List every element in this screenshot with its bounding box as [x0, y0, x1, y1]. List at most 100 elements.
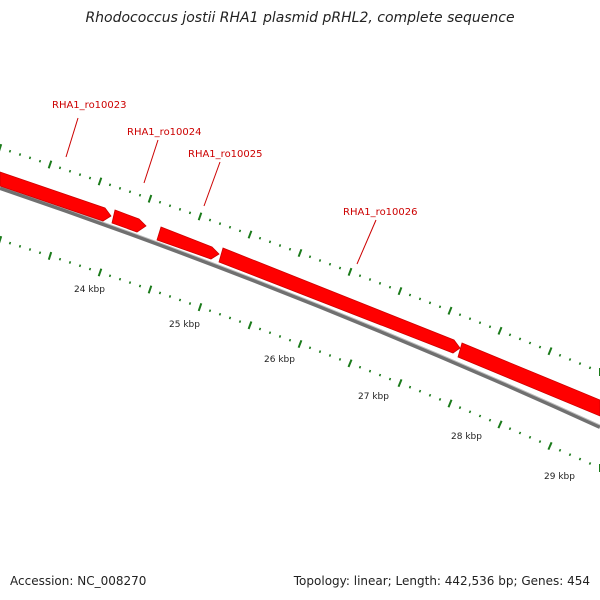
outer-minor-tick [508, 333, 512, 337]
callout-line-RHA1_ro10024 [143, 139, 159, 184]
gene-label-RHA1_ro10024[interactable]: RHA1_ro10024 [127, 127, 202, 138]
gene-arrow-RHA1_ro10024[interactable] [111, 209, 147, 233]
inner-minor-tick [388, 377, 392, 381]
outer-minor-tick [258, 236, 262, 240]
inner-minor-tick [278, 335, 282, 338]
outer-major-tick [197, 212, 203, 221]
outer-minor-tick [378, 281, 382, 285]
outer-minor-tick [388, 285, 392, 289]
outer-tick-track [0, 143, 600, 376]
outer-major-tick [97, 177, 103, 186]
scale-label-29kbp: 29 kbp [544, 472, 575, 482]
outer-minor-tick [108, 183, 112, 187]
inner-minor-tick [478, 414, 482, 418]
gene-arrow-RHA1_ro10023[interactable] [0, 171, 112, 222]
outer-minor-tick [278, 244, 282, 247]
scale-label-28kbp: 28 kbp [451, 432, 482, 442]
outer-major-tick [147, 194, 153, 203]
outer-minor-tick [228, 225, 232, 229]
gene-label-RHA1_ro10025[interactable]: RHA1_ro10025 [188, 149, 263, 160]
inner-major-tick [197, 302, 203, 312]
outer-minor-tick [58, 166, 62, 170]
outer-minor-tick [408, 293, 412, 297]
outer-major-tick [247, 230, 253, 239]
outer-minor-tick [458, 313, 462, 317]
inner-minor-tick [68, 261, 72, 264]
inner-minor-tick [588, 462, 592, 465]
inner-minor-tick [378, 373, 382, 377]
inner-major-tick [47, 251, 53, 261]
outer-minor-tick [478, 321, 482, 325]
inner-tick-track [0, 235, 600, 472]
outer-major-tick [447, 306, 453, 315]
outer-minor-tick [328, 262, 332, 266]
outer-major-tick [347, 267, 353, 276]
outer-minor-tick [288, 247, 292, 251]
inner-minor-tick [538, 440, 542, 444]
outer-major-tick [47, 160, 53, 169]
inner-minor-tick [18, 244, 22, 248]
outer-minor-tick [138, 193, 142, 197]
inner-minor-tick [108, 274, 112, 278]
gene-callouts [65, 117, 377, 265]
outer-minor-tick [488, 325, 492, 329]
gene-label-RHA1_ro10023[interactable]: RHA1_ro10023 [52, 100, 127, 111]
inner-minor-tick [418, 389, 422, 393]
outer-minor-tick [568, 358, 572, 361]
inner-minor-tick [38, 251, 42, 255]
inner-minor-tick [168, 295, 172, 298]
inner-minor-tick [238, 320, 242, 323]
inner-minor-tick [468, 410, 472, 414]
scale-labels: 24 kbp 25 kbp 26 kbp 27 kbp 28 kbp 29 kb… [74, 285, 575, 482]
outer-minor-tick [358, 274, 362, 278]
gene-track [0, 171, 600, 417]
inner-major-tick [97, 268, 103, 277]
inner-minor-tick [368, 369, 372, 373]
inner-minor-tick [258, 327, 262, 331]
inner-major-tick [0, 235, 3, 244]
gene-label-RHA1_ro10026[interactable]: RHA1_ro10026 [343, 207, 418, 218]
inner-minor-tick [218, 312, 222, 316]
inner-minor-tick [558, 448, 562, 452]
inner-minor-tick [8, 241, 12, 245]
sequence-backbone-highlight [0, 185, 600, 426]
inner-major-tick [447, 399, 453, 408]
inner-minor-tick [358, 365, 362, 369]
inner-major-tick [147, 285, 153, 294]
outer-minor-tick [68, 169, 72, 173]
outer-minor-tick [18, 153, 22, 156]
outer-minor-tick [578, 362, 582, 366]
inner-major-tick [497, 420, 503, 429]
gene-arrow-RHA1_ro10027[interactable] [457, 342, 600, 417]
gene-arrow-RHA1_ro10026[interactable] [218, 247, 461, 354]
inner-minor-tick [408, 385, 412, 389]
outer-minor-tick [268, 240, 272, 244]
outer-major-tick [497, 326, 503, 335]
inner-minor-tick [578, 457, 582, 461]
outer-minor-tick [588, 366, 592, 370]
inner-major-tick [397, 379, 403, 388]
map-title: Rhodococcus jostii RHA1 plasmid pRHL2, c… [85, 10, 514, 26]
inner-minor-tick [568, 453, 572, 457]
outer-minor-tick [238, 229, 242, 233]
gene-labels: RHA1_ro10023 RHA1_ro10024 RHA1_ro10025 R… [52, 100, 418, 218]
gene-arrow-RHA1_ro10025[interactable] [156, 226, 220, 260]
outer-minor-tick [438, 305, 442, 309]
callout-line-RHA1_ro10023 [65, 117, 79, 158]
outer-minor-tick [78, 173, 82, 177]
inner-minor-tick [338, 358, 342, 361]
inner-minor-tick [188, 302, 192, 305]
inner-minor-tick [58, 257, 62, 261]
inner-minor-tick [288, 338, 292, 342]
inner-minor-tick [318, 350, 322, 354]
inner-minor-tick [528, 435, 532, 439]
outer-minor-tick [188, 211, 192, 215]
inner-minor-tick [178, 298, 182, 302]
outer-minor-tick [308, 255, 312, 259]
outer-major-tick [297, 248, 303, 258]
outer-minor-tick [208, 218, 212, 222]
callout-line-RHA1_ro10025 [203, 161, 221, 207]
inner-major-tick [247, 321, 253, 330]
inner-minor-tick [308, 346, 312, 350]
